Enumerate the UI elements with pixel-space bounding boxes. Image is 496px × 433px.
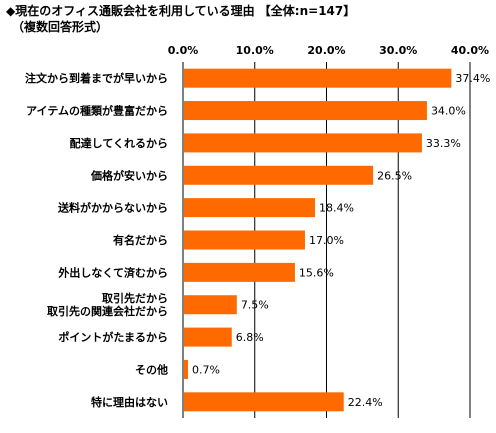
value-label: 7.5% bbox=[241, 299, 269, 312]
x-tick-labels: 0.0% 10.0% 20.0% 30.0% 40.0% bbox=[168, 44, 489, 57]
x-tick-label: 30.0% bbox=[379, 44, 417, 57]
bar bbox=[184, 68, 452, 88]
category-label: 取引先の関連会社だから bbox=[47, 304, 168, 318]
bar bbox=[184, 392, 344, 412]
bar bbox=[184, 165, 374, 185]
category-label: ポイントがたまるから bbox=[58, 330, 168, 344]
value-label: 6.8% bbox=[236, 331, 264, 344]
bar bbox=[184, 133, 422, 153]
category-label: 配達してくれるから bbox=[70, 136, 168, 150]
bar bbox=[184, 198, 316, 218]
category-label: 価格が安いから bbox=[90, 168, 168, 182]
bar bbox=[184, 262, 295, 282]
value-label: 37.4% bbox=[455, 72, 490, 85]
bar bbox=[184, 230, 305, 250]
value-label: 17.0% bbox=[309, 234, 344, 247]
category-label: 有名だから bbox=[113, 233, 168, 247]
category-label: 送料がかからないから bbox=[57, 201, 168, 215]
x-tick-label: 10.0% bbox=[236, 44, 274, 57]
category-label: 外出しなくて済むから bbox=[57, 265, 168, 279]
category-label: アイテムの種類が豊富だから bbox=[26, 104, 168, 118]
chart-subtitle: （複数回答形式） bbox=[12, 20, 109, 34]
bar bbox=[184, 295, 237, 315]
value-label: 18.4% bbox=[319, 202, 354, 215]
bar bbox=[184, 327, 232, 347]
bar bbox=[184, 101, 427, 121]
value-label: 26.5% bbox=[377, 169, 412, 182]
x-tick-label: 20.0% bbox=[307, 44, 345, 57]
category-label: 取引先だから bbox=[102, 291, 168, 305]
category-labels: 注文から到着までが早いからアイテムの種類が豊富だから配達してくれるから価格が安い… bbox=[25, 71, 168, 409]
x-tick-label: 0.0% bbox=[168, 44, 199, 57]
value-label: 33.3% bbox=[426, 137, 461, 150]
value-label: 15.6% bbox=[299, 266, 334, 279]
x-tick-label: 40.0% bbox=[451, 44, 489, 57]
value-labels: 37.4% 34.0% 33.3% 26.5% 18.4% 17.0% 15.6% 7.5% 6… bbox=[192, 72, 490, 409]
category-label: 注文から到着までが早いから bbox=[25, 71, 168, 85]
category-label: その他 bbox=[135, 362, 168, 376]
category-label: 特に理由はない bbox=[91, 395, 168, 409]
value-label: 0.7% bbox=[192, 363, 220, 376]
value-label: 34.0% bbox=[431, 105, 466, 118]
value-label: 22.4% bbox=[348, 396, 383, 409]
bar bbox=[184, 359, 189, 379]
bars bbox=[184, 68, 452, 412]
chart-title: ◆現在のオフィス通販会社を利用している理由 【全体:n=147】 bbox=[6, 4, 356, 18]
